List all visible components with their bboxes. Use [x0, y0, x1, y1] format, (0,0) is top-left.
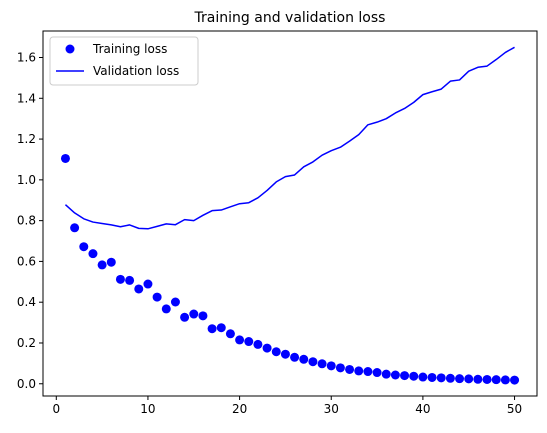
- training-loss-point: [381, 369, 391, 379]
- legend: Training loss Validation loss: [49, 36, 199, 86]
- training-loss-point: [400, 371, 410, 381]
- training-loss-point: [280, 349, 290, 359]
- training-loss-point: [436, 373, 446, 383]
- training-loss-point: [253, 339, 263, 349]
- legend-label-validation: Validation loss: [93, 64, 179, 78]
- training-loss-point: [88, 249, 98, 259]
- training-loss-point: [345, 364, 355, 374]
- training-loss-point: [308, 357, 318, 367]
- y-axis: 0.0 0.2 0.4 0.6 0.8 1.0 1.2 1.4 1.6: [17, 51, 43, 391]
- training-loss-point: [445, 373, 455, 383]
- training-loss-point: [198, 311, 208, 321]
- training-loss-point: [143, 279, 153, 289]
- legend-box: [49, 36, 199, 86]
- training-loss-point: [363, 367, 373, 377]
- x-tick-label: 0: [52, 402, 60, 416]
- training-loss-point: [262, 343, 272, 353]
- training-loss-point: [500, 375, 510, 385]
- plot-area: [60, 46, 520, 385]
- x-tick-label: 10: [140, 402, 155, 416]
- training-loss-point: [225, 329, 235, 339]
- training-loss-point: [317, 359, 327, 369]
- x-tick-label: 20: [232, 402, 247, 416]
- training-loss-point: [170, 297, 180, 307]
- training-loss-point: [216, 323, 226, 333]
- training-loss-point: [510, 375, 520, 385]
- training-loss-point: [106, 257, 116, 267]
- legend-label-training: Training loss: [92, 42, 167, 56]
- training-loss-point: [161, 304, 171, 314]
- training-loss-point: [427, 372, 437, 382]
- training-loss-point: [491, 375, 501, 385]
- training-loss-point: [418, 372, 428, 382]
- training-loss-point: [134, 284, 144, 294]
- training-loss-point: [482, 374, 492, 384]
- y-tick-label: 1.0: [17, 173, 36, 187]
- axes-frame: [42, 30, 538, 397]
- training-loss-point: [271, 347, 281, 357]
- training-loss-point: [97, 260, 107, 270]
- training-loss-point: [409, 371, 419, 381]
- y-tick-label: 0.8: [17, 214, 36, 228]
- training-loss-point: [290, 352, 300, 362]
- training-loss-point: [244, 337, 254, 347]
- y-tick-label: 0.2: [17, 336, 36, 350]
- y-tick-label: 0.4: [17, 295, 36, 309]
- training-loss-point: [79, 242, 89, 252]
- training-loss-point: [473, 374, 483, 384]
- validation-loss-line: [64, 46, 515, 230]
- training-loss-point: [390, 370, 400, 380]
- training-loss-point: [335, 363, 345, 373]
- y-tick-label: 1.6: [17, 51, 36, 65]
- legend-marker-training: [65, 44, 75, 54]
- training-loss-point: [207, 324, 217, 334]
- training-loss-point: [60, 153, 70, 163]
- training-loss-point: [464, 374, 474, 384]
- training-loss-point: [235, 335, 245, 345]
- training-loss-point: [152, 292, 162, 302]
- training-loss-point: [372, 368, 382, 378]
- training-loss-point: [354, 366, 364, 376]
- training-loss-point: [70, 223, 80, 233]
- training-loss-point: [299, 354, 309, 364]
- training-loss-point: [455, 374, 465, 384]
- y-tick-label: 0.0: [17, 377, 36, 391]
- training-loss-point: [180, 312, 190, 322]
- y-tick-label: 0.6: [17, 254, 36, 268]
- y-tick-label: 1.2: [17, 132, 36, 146]
- x-axis: 0 10 20 30 40 50: [52, 396, 522, 416]
- training-loss-point: [115, 274, 125, 284]
- training-loss-point: [125, 275, 135, 285]
- y-tick-label: 1.4: [17, 91, 36, 105]
- training-loss-point: [189, 309, 199, 319]
- x-tick-label: 40: [415, 402, 430, 416]
- training-loss-point: [326, 361, 336, 371]
- x-tick-label: 50: [507, 402, 522, 416]
- x-tick-label: 30: [324, 402, 339, 416]
- chart-title: Training and validation loss: [194, 10, 386, 26]
